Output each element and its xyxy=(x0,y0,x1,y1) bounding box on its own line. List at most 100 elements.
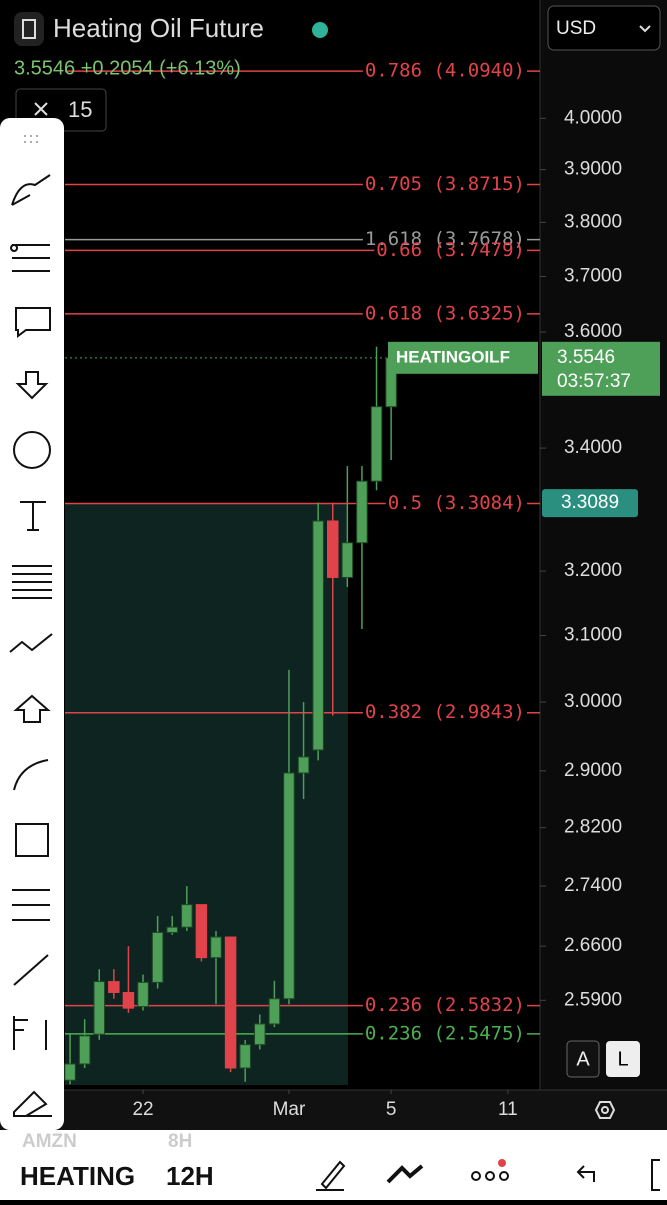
fib-label-bg xyxy=(385,501,527,506)
tool-note[interactable] xyxy=(15,307,51,338)
chart: 4.0000 3.9000 3.8000 3.7000 3.6000 3.4000 3.20… xyxy=(0,0,667,1130)
tool-curve[interactable] xyxy=(13,759,49,791)
fib-level-label: 0.66 (3.7479) xyxy=(376,239,525,261)
fib-level-label: 1.618 (3.7678) xyxy=(365,228,525,250)
fib-level-label: 0.618 (3.6325) xyxy=(365,302,525,324)
candle-body xyxy=(78,1035,91,1065)
tool-trendline[interactable] xyxy=(13,954,49,986)
candle-body xyxy=(137,981,149,1008)
fib-label-bg xyxy=(374,248,527,253)
price-tag-value: 3.5546 xyxy=(557,347,615,368)
time-axis-panel xyxy=(0,1090,667,1130)
undo-icon[interactable] xyxy=(576,1165,595,1182)
candle-body xyxy=(108,981,120,993)
auto-scale-label: A xyxy=(576,1048,590,1070)
fib-label-bg xyxy=(362,710,527,715)
market-status xyxy=(312,22,328,38)
fib-level-label: 0.382 (2.9843) xyxy=(365,701,525,723)
drawing-toolbar xyxy=(0,118,64,1130)
symbol-tag xyxy=(388,341,538,374)
y-tick-label: 2.6600 xyxy=(564,935,622,956)
notification-dot xyxy=(498,1159,506,1167)
draw-icon[interactable] xyxy=(316,1160,346,1191)
fib-label-bg xyxy=(362,311,527,316)
fib-level-label: 0.236 (2.5832) xyxy=(365,994,525,1016)
tool-lines[interactable] xyxy=(12,565,52,599)
tool-arrow-up[interactable] xyxy=(13,694,51,723)
candle-body xyxy=(151,931,164,983)
interval-count: 15 xyxy=(68,97,92,122)
symbol[interactable]: HEATING xyxy=(20,1161,135,1191)
y-tick-label: 4.0000 xyxy=(564,107,622,128)
more-icon-dot xyxy=(485,1171,495,1181)
bottom-bar-content: AMZN 8H HEATING 12H xyxy=(20,1131,660,1191)
price-axis-panel xyxy=(540,0,667,1130)
candle-body xyxy=(239,1044,251,1069)
candle-body xyxy=(297,756,310,774)
y-tick-label: 3.1000 xyxy=(564,625,622,646)
currency-select[interactable] xyxy=(547,5,661,51)
tool-circle[interactable] xyxy=(13,431,51,469)
bottom-bar: AMZN 8H HEATING 12H xyxy=(0,1130,667,1200)
tool-brush[interactable] xyxy=(11,174,51,206)
symbol-tag-label: HEATINGOILF xyxy=(396,347,510,366)
tool-arrow-down[interactable] xyxy=(15,371,49,400)
auto-scale-button[interactable] xyxy=(566,1040,600,1078)
candle-body xyxy=(254,1023,266,1046)
toolbar-bg xyxy=(0,118,64,1130)
tool-text[interactable] xyxy=(20,501,46,531)
y-tick-label: 3.6000 xyxy=(564,321,622,342)
fib-label-bg xyxy=(362,1031,527,1036)
y-tick-label: 2.8200 xyxy=(564,817,622,838)
candle-body xyxy=(93,981,105,1035)
fib-label-bg xyxy=(362,69,527,74)
fib-level-label: 0.5 (3.3084) xyxy=(388,492,525,514)
tool-eraser[interactable] xyxy=(13,1090,52,1117)
y-tick-label: 3.0000 xyxy=(564,691,622,712)
candle-body xyxy=(312,520,324,751)
y-tick-label: 2.9000 xyxy=(564,760,622,781)
candle-body xyxy=(64,1063,76,1081)
crosshair-tag xyxy=(542,489,638,518)
log-scale-button[interactable] xyxy=(606,1041,640,1077)
drag-handle xyxy=(24,135,38,143)
fib-level-label: 0.786 (4.0940) xyxy=(365,60,525,82)
candle-body xyxy=(181,904,193,928)
x-tick-label: Mar xyxy=(273,1099,306,1120)
y-tick-label: 3.7000 xyxy=(564,265,622,286)
tool-volume[interactable] xyxy=(13,1016,47,1050)
x-tick-label: 5 xyxy=(386,1099,397,1120)
price-tag xyxy=(542,341,660,396)
symbol-title: Heating Oil Future xyxy=(53,13,264,43)
crosshair-tag-label: 3.3089 xyxy=(561,492,619,513)
close-icon xyxy=(34,102,48,116)
tool-path[interactable] xyxy=(9,633,53,653)
interval[interactable]: 12H xyxy=(166,1161,214,1191)
tool-rectangle[interactable] xyxy=(15,823,49,857)
candle-body xyxy=(341,542,354,578)
prev-symbol: AMZN xyxy=(22,1131,77,1152)
tool-fib-ext[interactable] xyxy=(12,889,50,921)
settings-icon[interactable] xyxy=(594,1101,616,1119)
fib-level-label: 0.236 (2.5475) xyxy=(365,1022,525,1044)
log-scale-label: L xyxy=(617,1048,628,1070)
tool-fib[interactable] xyxy=(10,244,50,272)
candle-body xyxy=(166,926,178,933)
candle-body xyxy=(195,904,208,959)
indicators-icon[interactable] xyxy=(386,1164,424,1184)
fullscreen-icon[interactable] xyxy=(651,1159,660,1191)
overlay: Heating Oil Future 3.5546 +0.2054 (+6.13… xyxy=(0,5,661,1130)
x-tick-label: 22 xyxy=(132,1099,153,1120)
more-icon[interactable] xyxy=(471,1171,481,1181)
y-tick-label: 3.9000 xyxy=(564,159,622,180)
dropdown-arrow xyxy=(639,25,651,33)
candle-body xyxy=(327,520,339,578)
prev-interval: 8H xyxy=(168,1131,192,1152)
fib-label-bg xyxy=(362,1003,527,1008)
x-tick-label: 11 xyxy=(498,1099,518,1120)
candle-body xyxy=(356,480,368,544)
y-tick-label: 3.8000 xyxy=(564,211,622,232)
quote: 3.5546 +0.2054 (+6.13%) xyxy=(14,57,241,79)
symbol-logo xyxy=(14,12,44,46)
